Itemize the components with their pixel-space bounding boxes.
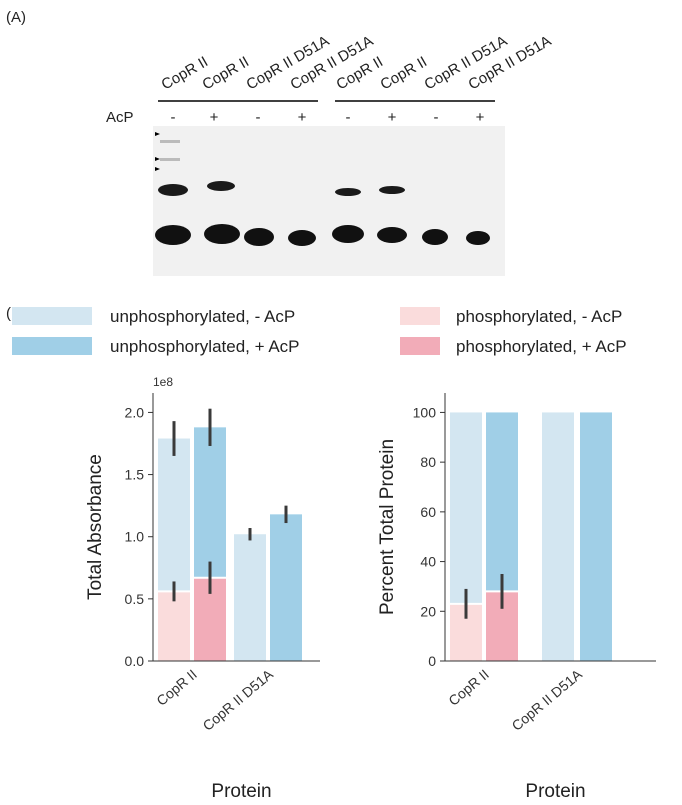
panel-label: (A) xyxy=(6,9,26,26)
legend-label: phosphorylated, + AcP xyxy=(456,337,627,356)
bar-segment xyxy=(580,412,612,661)
y-tick-label: 80 xyxy=(420,454,436,470)
bar-segment xyxy=(270,514,302,661)
y-tick-label: 0.5 xyxy=(125,591,145,607)
legend-swatch xyxy=(12,337,92,355)
x-tick-label: CopR II xyxy=(445,666,492,709)
bar-segment xyxy=(542,412,574,661)
treatment-sign: - xyxy=(171,109,176,126)
bar-segment xyxy=(450,412,482,604)
treatment-sign: - xyxy=(346,109,351,126)
y-axis-label: Total Absorbance xyxy=(85,454,106,600)
y-axis-label: Percent Total Protein xyxy=(377,439,398,615)
x-axis-label: Protein xyxy=(525,781,585,802)
bar-segment xyxy=(194,427,226,578)
treatment-sign: - xyxy=(256,109,261,126)
treatment-sign: + xyxy=(388,109,397,126)
x-tick-label: CopR II D51A xyxy=(199,666,276,734)
legend-label: unphosphorylated, + AcP xyxy=(110,337,300,356)
legend-label: unphosphorylated, - AcP xyxy=(110,307,295,326)
treatment-sign: - xyxy=(434,109,439,126)
axis-offset: 1e8 xyxy=(153,375,173,389)
legend-swatch xyxy=(400,337,440,355)
legend-label: phosphorylated, - AcP xyxy=(456,307,622,326)
treatment-sign: + xyxy=(298,109,307,126)
legend-swatch xyxy=(12,307,92,325)
y-tick-label: 100 xyxy=(413,404,437,420)
y-tick-label: 2.0 xyxy=(125,404,145,420)
legend-swatch xyxy=(400,307,440,325)
bar-segment xyxy=(234,534,266,661)
x-tick-label: CopR II D51A xyxy=(508,666,585,734)
y-tick-label: 20 xyxy=(420,603,436,619)
y-tick-label: 0.0 xyxy=(125,653,145,669)
bar-segment xyxy=(158,591,190,661)
gel xyxy=(153,126,505,276)
y-tick-label: 1.5 xyxy=(125,467,145,483)
bar-segment xyxy=(486,412,518,592)
lane-label: CopR II xyxy=(378,53,431,93)
y-tick-label: 1.0 xyxy=(125,529,145,545)
y-tick-label: 60 xyxy=(420,504,436,520)
y-tick-label: 40 xyxy=(420,554,436,570)
y-tick-label: 0 xyxy=(428,653,436,669)
x-axis-label: Protein xyxy=(211,781,271,802)
treatment-label: AcP xyxy=(106,109,134,126)
treatment-sign: + xyxy=(210,109,219,126)
lane-label: CopR II xyxy=(159,53,212,93)
bar-segment xyxy=(158,438,190,592)
treatment-sign: + xyxy=(476,109,485,126)
lane-label: CopR II xyxy=(200,53,253,93)
x-tick-label: CopR II xyxy=(153,666,200,709)
